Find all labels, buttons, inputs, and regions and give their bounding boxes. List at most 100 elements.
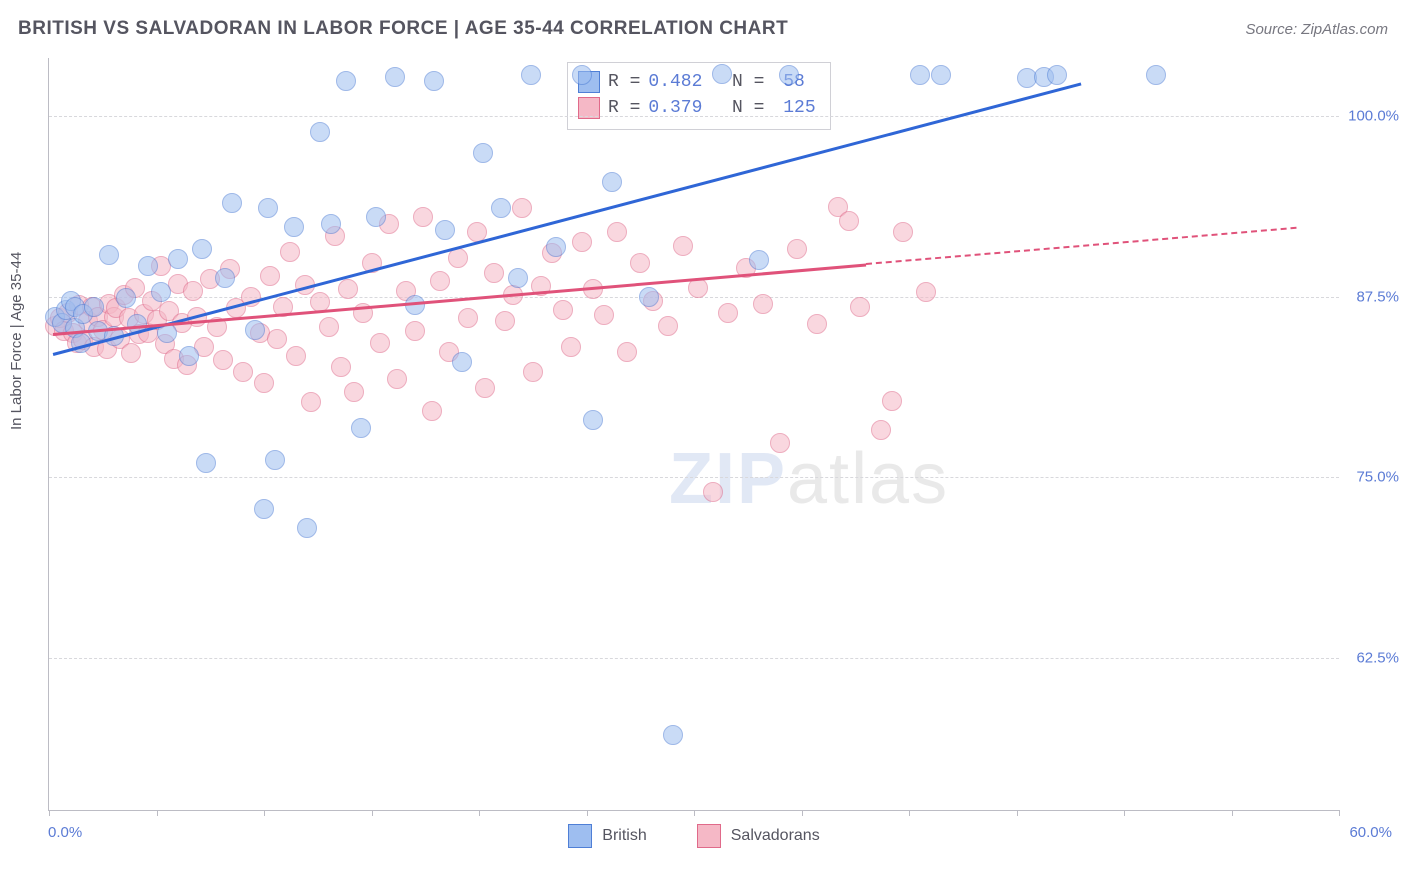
scatter-point <box>99 245 119 265</box>
stat-r-label: R = <box>608 95 640 121</box>
scatter-point <box>546 237 566 257</box>
stat-r-label: R = <box>608 69 640 95</box>
scatter-point <box>183 281 203 301</box>
scatter-point <box>602 172 622 192</box>
scatter-point <box>405 321 425 341</box>
chart-title: BRITISH VS SALVADORAN IN LABOR FORCE | A… <box>18 18 788 40</box>
scatter-point <box>871 420 891 440</box>
scatter-point <box>222 193 242 213</box>
scatter-point <box>254 373 274 393</box>
x-axis-max-label: 60.0% <box>1349 824 1392 841</box>
scatter-point <box>138 256 158 276</box>
x-tick <box>1017 810 1018 816</box>
scatter-point <box>639 287 659 307</box>
legend-label: Salvadorans <box>731 827 820 845</box>
gridline <box>49 477 1339 478</box>
scatter-point <box>422 401 442 421</box>
scatter-point <box>910 65 930 85</box>
scatter-point <box>491 198 511 218</box>
scatter-point <box>413 207 433 227</box>
scatter-point <box>893 222 913 242</box>
legend-label: British <box>602 827 646 845</box>
scatter-point <box>703 482 723 502</box>
x-tick <box>264 810 265 816</box>
scatter-point <box>561 337 581 357</box>
scatter-point <box>594 305 614 325</box>
x-tick <box>1339 810 1340 816</box>
y-tick-label: 87.5% <box>1356 288 1399 305</box>
scatter-point <box>931 65 951 85</box>
scatter-point <box>215 268 235 288</box>
scatter-point <box>265 450 285 470</box>
scatter-point <box>779 65 799 85</box>
scatter-point <box>523 362 543 382</box>
scatter-point <box>286 346 306 366</box>
x-tick <box>802 810 803 816</box>
scatter-point <box>254 499 274 519</box>
chart-header: BRITISH VS SALVADORAN IN LABOR FORCE | A… <box>18 18 1388 40</box>
stat-r-value: 0.379 <box>648 95 702 121</box>
scatter-point <box>583 410 603 430</box>
scatter-point <box>116 288 136 308</box>
chart-legend: British Salvadorans <box>49 824 1339 848</box>
legend-item: British <box>568 824 646 848</box>
scatter-point <box>770 433 790 453</box>
legend-item: Salvadorans <box>697 824 820 848</box>
gridline <box>49 116 1339 117</box>
stat-n-label: N = <box>710 95 764 121</box>
x-tick <box>909 810 910 816</box>
scatter-point <box>151 282 171 302</box>
scatter-point <box>301 392 321 412</box>
watermark: ZIPatlas <box>669 438 949 520</box>
x-tick <box>694 810 695 816</box>
scatter-point <box>916 282 936 302</box>
scatter-point <box>508 268 528 288</box>
scatter-point <box>336 71 356 91</box>
scatter-point <box>839 211 859 231</box>
scatter-point <box>405 295 425 315</box>
x-axis-min-label: 0.0% <box>48 824 82 841</box>
scatter-point <box>458 308 478 328</box>
scatter-point <box>807 314 827 334</box>
scatter-point <box>370 333 390 353</box>
x-tick <box>479 810 480 816</box>
scatter-point <box>258 198 278 218</box>
scatter-point <box>424 71 444 91</box>
scatter-point <box>484 263 504 283</box>
watermark-zip: ZIP <box>669 439 787 519</box>
scatter-point <box>179 346 199 366</box>
x-tick <box>49 810 50 816</box>
scatter-point <box>753 294 773 314</box>
scatter-point <box>572 65 592 85</box>
scatter-point <box>121 343 141 363</box>
scatter-point <box>718 303 738 323</box>
scatter-point <box>1146 65 1166 85</box>
x-tick <box>1232 810 1233 816</box>
scatter-point <box>338 279 358 299</box>
scatter-point <box>1047 65 1067 85</box>
scatter-point <box>351 418 371 438</box>
watermark-atlas: atlas <box>787 439 949 519</box>
scatter-point <box>280 242 300 262</box>
scatter-point <box>850 297 870 317</box>
stat-n-value: 125 <box>772 95 815 121</box>
scatter-point <box>344 382 364 402</box>
scatter-point <box>310 122 330 142</box>
scatter-point <box>521 65 541 85</box>
y-axis-label: In Labor Force | Age 35-44 <box>8 252 25 430</box>
scatter-point <box>435 220 455 240</box>
scatter-point <box>387 369 407 389</box>
scatter-point <box>84 297 104 317</box>
plot-area: ZIPatlas R =0.482 N = 58R =0.379 N = 125… <box>48 58 1339 811</box>
scatter-point <box>267 329 287 349</box>
chart-source: Source: ZipAtlas.com <box>1245 21 1388 38</box>
scatter-point <box>787 239 807 259</box>
x-tick <box>157 810 158 816</box>
scatter-point <box>319 317 339 337</box>
scatter-point <box>196 453 216 473</box>
scatter-point <box>882 391 902 411</box>
scatter-point <box>475 378 495 398</box>
legend-swatch <box>697 824 721 848</box>
scatter-point <box>233 362 253 382</box>
scatter-point <box>168 249 188 269</box>
